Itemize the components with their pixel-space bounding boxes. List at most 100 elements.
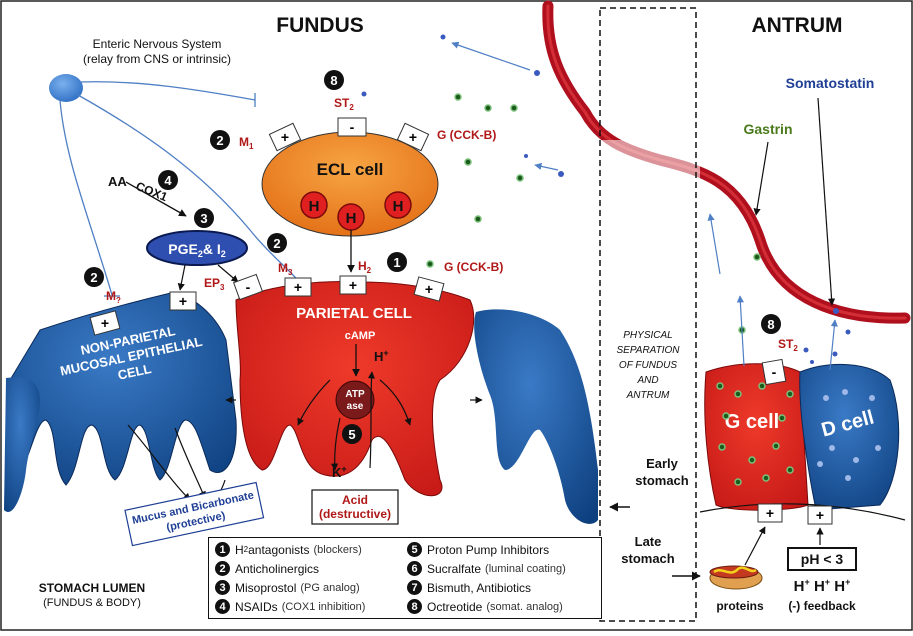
pge2-oval bbox=[146, 230, 248, 266]
mucus-bicarbonate-box: Mucus and Bicarbonate (protective) bbox=[124, 481, 265, 547]
svg-text:4: 4 bbox=[164, 173, 172, 188]
mucosal-epithelial-cell bbox=[7, 291, 237, 486]
vessel-fade bbox=[600, 140, 700, 185]
ens-nerves bbox=[59, 81, 308, 297]
m1-label: M1 bbox=[239, 135, 254, 151]
legend-item-4: 4 NSAIDs (COX1 inhibition) bbox=[215, 599, 365, 614]
badge-2-m1: 2 bbox=[210, 130, 230, 150]
kplus-label: K+ bbox=[332, 464, 347, 480]
svg-text:+: + bbox=[294, 279, 302, 295]
separation-box bbox=[599, 7, 697, 622]
svg-text:+: + bbox=[766, 505, 774, 521]
badge-2-m3: 2 bbox=[267, 233, 287, 253]
mq-label: M? bbox=[106, 289, 121, 305]
ens-label-line2: (relay from CNS or intrinsic) bbox=[83, 52, 231, 66]
atpase-label-1: ATP bbox=[345, 389, 365, 400]
late-stomach-line1: Late bbox=[635, 534, 662, 549]
ecl-receptor-m1: + bbox=[268, 122, 302, 152]
svg-text:+: + bbox=[179, 293, 187, 309]
svg-text:8: 8 bbox=[767, 317, 774, 332]
acid-box: Acid (destructive) bbox=[311, 489, 399, 525]
svg-text:2: 2 bbox=[216, 133, 223, 148]
svg-text:+: + bbox=[409, 129, 417, 145]
g-cell-receptor-st2: - bbox=[761, 358, 787, 386]
legend-item-5: 5 Proton Pump Inhibitors bbox=[407, 542, 553, 557]
gcck-label-parietal: G (CCK-B) bbox=[444, 260, 503, 274]
svg-text:2: 2 bbox=[90, 270, 97, 285]
svg-text:Acid: Acid bbox=[342, 493, 368, 507]
separation-line4: AND bbox=[636, 375, 658, 386]
ens-label-line1: Enteric Nervous System bbox=[93, 37, 222, 51]
mucosal-receptor-right: + bbox=[169, 291, 197, 311]
ens-node bbox=[49, 74, 83, 102]
ecl-receptor-g: + bbox=[396, 122, 430, 152]
legend-item-8: 8 Octreotide (somat. analog) bbox=[407, 599, 563, 614]
gastrin-arrow bbox=[753, 141, 769, 216]
svg-text:+: + bbox=[349, 277, 357, 293]
mucosal-receptor-left: + bbox=[89, 310, 121, 336]
parietal-label: PARIETAL CELL bbox=[296, 305, 412, 322]
separation-line3: OF FUNDUS bbox=[619, 360, 677, 371]
separation-label: PHYSICAL SEPARATION OF FUNDUS AND ANTRUM bbox=[617, 330, 681, 401]
badge-5-ppi: 5 bbox=[342, 424, 362, 444]
ecl-histamine-granules: H H H bbox=[300, 191, 412, 231]
legend-item-6: 6 Sucralfate (luminal coating) bbox=[407, 561, 566, 576]
g-cell-label: G cell bbox=[725, 411, 779, 433]
proteins-arrow bbox=[744, 526, 766, 566]
circulation-arrows bbox=[451, 41, 838, 371]
badge-2-mq: 2 bbox=[84, 267, 104, 287]
d-cell-lumen-receptor: + bbox=[807, 505, 833, 525]
gastrin-label: Gastrin bbox=[743, 121, 792, 137]
mucosal-cell-left-edge bbox=[4, 377, 40, 512]
atpase-pump bbox=[335, 380, 375, 420]
stomach-lumen-title: STOMACH LUMEN bbox=[39, 581, 145, 595]
somatostatin-label: Somatostatin bbox=[786, 75, 875, 91]
legend-item-3: 3 Misoprostol (PG analog) bbox=[215, 580, 360, 595]
ecl-label: ECL cell bbox=[317, 160, 384, 179]
stomach-lumen-sub: (FUNDUS & BODY) bbox=[43, 597, 141, 609]
hplus-label: H+ bbox=[374, 348, 389, 364]
badge-8-antrum: 8 bbox=[761, 314, 781, 334]
svg-text:+: + bbox=[281, 129, 289, 145]
ecl-receptor-st2: - bbox=[337, 117, 367, 137]
hotdog-icon bbox=[709, 565, 763, 590]
ep3-label: EP3 bbox=[204, 276, 225, 292]
svg-text:8: 8 bbox=[330, 73, 337, 88]
svg-text:(destructive): (destructive) bbox=[319, 507, 391, 521]
svg-text:+: + bbox=[425, 281, 433, 297]
gastrin-granules bbox=[426, 93, 794, 486]
h2-label: H2 bbox=[358, 259, 372, 275]
d-cell bbox=[799, 363, 900, 511]
gcck-label-ecl: G (CCK-B) bbox=[437, 128, 496, 142]
proteins-label: proteins bbox=[716, 599, 764, 613]
parietal-receptor-ep3: - bbox=[233, 273, 263, 301]
separation-line1: PHYSICAL bbox=[623, 330, 672, 341]
ph-label: pH < 3 bbox=[801, 551, 844, 567]
separation-line5: ANTRUM bbox=[626, 390, 670, 401]
badge-8-top: 8 bbox=[324, 70, 344, 90]
ph-box bbox=[787, 547, 857, 571]
d-cell-granules bbox=[817, 389, 881, 481]
late-stomach-line2: stomach bbox=[621, 551, 675, 566]
m3-label: M3 bbox=[278, 261, 293, 277]
drug-badges: 8 2 4 3 2 1 2 5 8 bbox=[84, 70, 781, 444]
badge-4-cox: 4 bbox=[158, 170, 178, 190]
camp-label: cAMP bbox=[345, 330, 376, 342]
parietal-receptor-m3: + bbox=[284, 277, 312, 297]
svg-text:1: 1 bbox=[393, 255, 400, 270]
pump-arrows bbox=[225, 371, 483, 471]
st2-label: ST2 bbox=[334, 96, 354, 112]
fundus-right-cell bbox=[474, 309, 598, 524]
svg-text:-: - bbox=[350, 119, 355, 135]
svg-text:H: H bbox=[346, 210, 357, 227]
hhh-label: H+ H+ H+ bbox=[794, 577, 851, 595]
antrum-title: ANTRUM bbox=[752, 14, 843, 37]
antrum-surface bbox=[699, 503, 906, 521]
svg-text:+: + bbox=[816, 507, 824, 523]
parietal-receptor-g: + bbox=[413, 276, 445, 302]
g-cell-lumen-receptor: + bbox=[757, 503, 783, 523]
aa-to-pge-arrow bbox=[125, 181, 187, 217]
